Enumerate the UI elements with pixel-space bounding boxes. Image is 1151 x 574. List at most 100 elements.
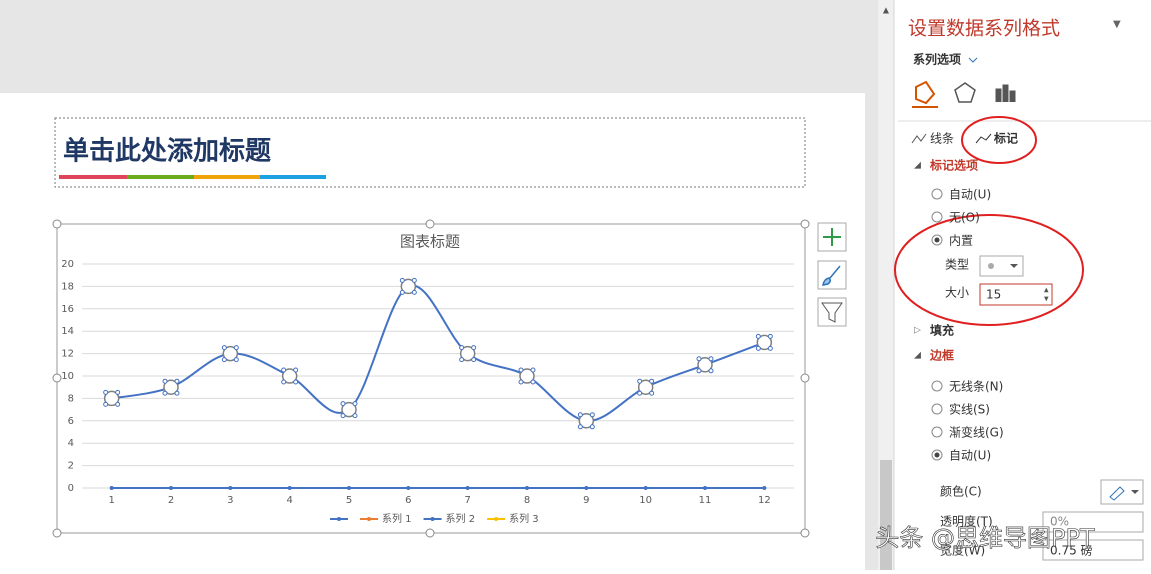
data-marker[interactable] [281, 368, 298, 384]
data-marker[interactable] [525, 486, 529, 490]
section-heading[interactable]: 填充 [930, 323, 954, 338]
radio-label[interactable]: 自动(U) [949, 449, 991, 463]
data-marker[interactable] [287, 486, 292, 490]
radio-button[interactable] [931, 426, 943, 438]
data-marker[interactable] [697, 357, 713, 373]
resize-handle[interactable] [800, 219, 810, 229]
size-value[interactable]: 15 [986, 288, 1001, 302]
select-arrow [1131, 490, 1139, 494]
size-input[interactable] [979, 283, 1053, 306]
radio-button[interactable] [931, 188, 943, 200]
line-tab[interactable]: 线条 [930, 132, 954, 146]
legend-label[interactable]: 系列 1 [382, 512, 412, 525]
resize-handle[interactable] [52, 373, 62, 383]
series-options-tab[interactable] [995, 84, 1016, 102]
selection-handle [471, 357, 477, 363]
data-marker[interactable] [222, 345, 239, 362]
data-marker[interactable] [169, 486, 173, 490]
spin-up[interactable]: ▲ [1044, 287, 1049, 294]
selection-handle [530, 379, 536, 385]
scrollbar[interactable] [878, 0, 894, 570]
marker-tab[interactable]: 标记 [993, 131, 1018, 146]
section-heading[interactable]: 边框 [929, 348, 954, 363]
panel-menu[interactable]: ▼ [1113, 19, 1121, 30]
scroll-thumb[interactable] [880, 460, 892, 570]
title-placeholder[interactable] [54, 117, 806, 188]
radio-button[interactable] [931, 403, 943, 415]
radio-label[interactable]: 无线条(N) [949, 380, 1003, 394]
width-input[interactable] [1042, 539, 1144, 561]
field-label: 宽度(W) [940, 543, 985, 558]
data-marker[interactable] [756, 334, 773, 351]
accent-bar [59, 175, 127, 179]
x-tick-label: 8 [524, 495, 530, 506]
accent-bar [127, 175, 194, 179]
transparency-value[interactable]: 0% [1050, 515, 1069, 529]
selection-handle [518, 379, 524, 385]
y-tick-label: 12 [61, 349, 74, 360]
selection-handle [233, 357, 239, 363]
x-tick-label: 1 [108, 495, 114, 506]
selection-handle [352, 413, 358, 419]
data-marker[interactable] [163, 379, 179, 395]
color-picker[interactable] [1100, 479, 1144, 505]
radio-label[interactable]: 渐变线(G) [949, 425, 1004, 440]
radio-label[interactable]: 无(O) [949, 211, 980, 225]
resize-handle[interactable] [425, 528, 435, 538]
data-marker[interactable] [643, 486, 648, 490]
selection-handle [649, 390, 655, 396]
radio-button[interactable] [931, 211, 943, 223]
radio-label[interactable]: 实线(S) [949, 402, 990, 417]
data-marker[interactable] [703, 486, 707, 490]
x-tick-label: 9 [583, 495, 589, 506]
data-marker[interactable] [519, 368, 535, 384]
data-marker[interactable] [584, 486, 589, 490]
data-marker[interactable] [459, 345, 476, 362]
resize-handle[interactable] [800, 528, 810, 538]
selection-handle [577, 424, 583, 430]
data-marker[interactable] [406, 486, 411, 490]
selection-handle [221, 345, 227, 351]
chart-title[interactable]: 图表标题 [400, 233, 460, 251]
scroll-up[interactable]: ▲ [883, 6, 890, 15]
data-marker[interactable] [228, 486, 233, 490]
resize-handle[interactable] [800, 373, 810, 383]
transparency-input[interactable] [1042, 511, 1144, 533]
section-heading[interactable]: 标记选项 [929, 158, 978, 173]
data-marker[interactable] [578, 413, 595, 429]
options-dropdown[interactable]: 系列选项 [913, 52, 961, 67]
marker-type-select[interactable] [979, 255, 1024, 277]
plus-icon [823, 228, 841, 246]
resize-handle[interactable] [52, 219, 62, 229]
data-marker[interactable] [762, 486, 767, 490]
data-marker[interactable] [637, 379, 654, 395]
chart-frame[interactable] [56, 223, 806, 534]
spin-down[interactable]: ▼ [1044, 296, 1049, 303]
radio-label[interactable]: 内置 [949, 234, 973, 248]
selection-handle [518, 367, 524, 373]
data-marker[interactable] [400, 278, 417, 295]
fill-line-tab[interactable] [915, 80, 936, 105]
slide-title[interactable]: 单击此处添加标题 [63, 137, 271, 167]
data-marker[interactable] [341, 401, 357, 418]
data-marker[interactable] [109, 486, 114, 490]
y-tick-label: 2 [68, 461, 74, 472]
resize-handle[interactable] [52, 528, 62, 538]
y-tick-label: 6 [68, 416, 74, 427]
effects-tab[interactable] [954, 82, 976, 103]
data-marker[interactable] [347, 486, 351, 490]
data-marker[interactable] [465, 486, 470, 490]
chart-filters-button[interactable] [817, 297, 847, 327]
radio-label[interactable]: 自动(U) [949, 188, 991, 202]
expand-arrow: ◢ [914, 161, 921, 171]
radio-button[interactable] [931, 380, 943, 392]
legend-label[interactable]: 系列 3 [509, 512, 539, 525]
legend-label[interactable]: 系列 2 [446, 512, 476, 525]
resize-handle[interactable] [425, 219, 435, 229]
selection-handle [115, 389, 121, 395]
data-marker[interactable] [103, 390, 120, 407]
field-label: 大小 [945, 286, 969, 300]
selection-handle [162, 378, 168, 384]
width-value[interactable]: 0.75 磅 [1050, 543, 1093, 558]
selection-handle [399, 289, 405, 295]
